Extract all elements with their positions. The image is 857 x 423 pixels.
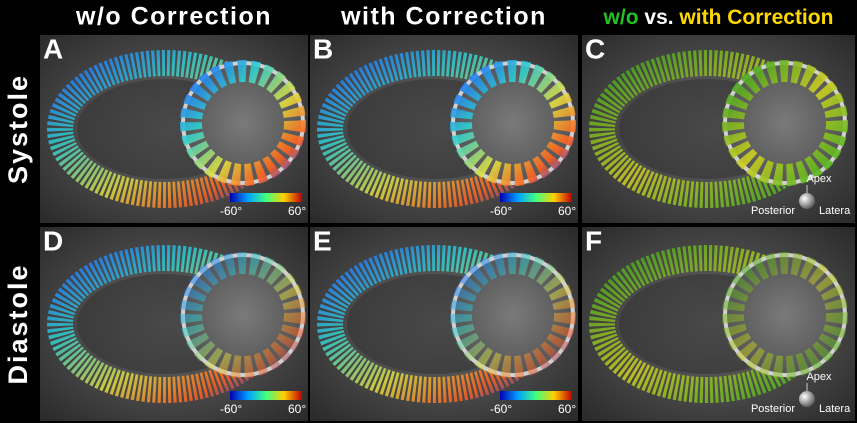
colorbar (230, 193, 302, 202)
row-label: Diastole (3, 263, 33, 384)
column-header: w/o Correction (75, 3, 272, 31)
colorbar (500, 193, 572, 202)
panel: C Apex Posterior Latera (582, 33, 855, 223)
orientation-left: Posterior (751, 403, 795, 415)
colorbar (230, 391, 302, 400)
colorbar-min-label: -60° (220, 204, 242, 218)
column-header: w/o vs. with Correction (603, 6, 834, 29)
header-part: vs. (644, 6, 679, 29)
colorbar (500, 391, 572, 400)
panel-letter: A (43, 33, 63, 64)
panel-letter: B (313, 33, 333, 64)
colorbar-max-label: 60° (558, 204, 576, 218)
orientation-right: Latera (819, 205, 851, 217)
orientation-left: Posterior (751, 205, 795, 217)
orientation-right: Latera (819, 403, 851, 415)
panel: A -60° 60° (40, 33, 308, 223)
orientation-top: Apex (806, 173, 832, 185)
figure: w/o Correctionwith Correctionw/o vs. wit… (0, 0, 857, 423)
header-part: with Correction (678, 6, 833, 29)
colorbar-max-label: 60° (288, 204, 306, 218)
panel-letter: E (313, 225, 332, 256)
colorbar-max-label: 60° (558, 402, 576, 416)
colorbar-min-label: -60° (490, 402, 512, 416)
panel-letter: C (585, 33, 605, 64)
panel: D -60° 60° (40, 225, 308, 421)
colorbar-min-label: -60° (220, 402, 242, 416)
row-label: Systole (3, 74, 33, 184)
colorbar-max-label: 60° (288, 402, 306, 416)
panel: E -60° 60° (310, 225, 578, 421)
panel: B -60° 60° (310, 33, 578, 223)
orientation-sphere (799, 391, 815, 407)
orientation-top: Apex (806, 371, 832, 383)
panel: F Apex Posterior Latera (582, 225, 855, 421)
header-part: w/o (603, 6, 645, 29)
panel-letter: D (43, 225, 63, 256)
orientation-sphere (799, 193, 815, 209)
colorbar-min-label: -60° (490, 204, 512, 218)
column-header: with Correction (340, 3, 547, 31)
panel-letter: F (585, 225, 602, 256)
